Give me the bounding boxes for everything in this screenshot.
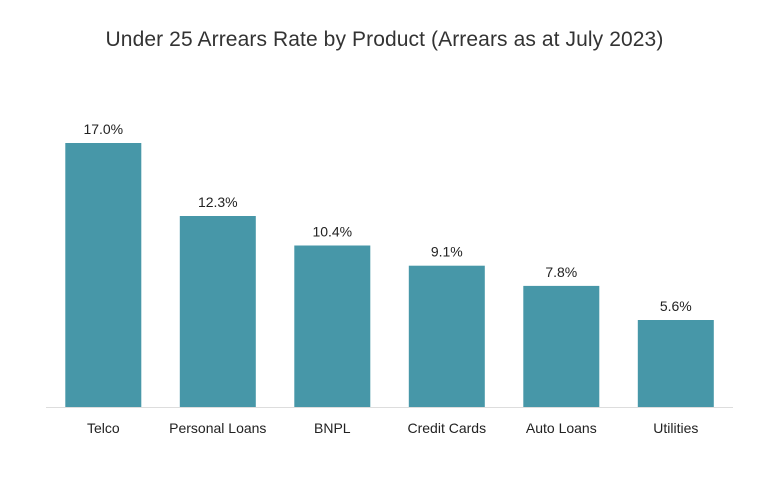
bar-utilities xyxy=(637,320,714,407)
x-tick-label-bnpl: BNPL xyxy=(314,420,351,436)
x-tick-label-utilities: Utilities xyxy=(653,420,698,436)
bar-personal-loans xyxy=(179,216,256,407)
x-tick-label-personal-loans: Personal Loans xyxy=(169,420,266,436)
x-tick-label-auto-loans: Auto Loans xyxy=(526,420,597,436)
data-labels-group: 17.0% 12.3% 10.4% 9.1% 7.8% 5.6% xyxy=(83,121,691,314)
bar-bnpl xyxy=(294,245,371,407)
data-label-utilities: 5.6% xyxy=(660,298,692,314)
bars-group xyxy=(65,143,714,407)
x-tick-labels-group: Telco Personal Loans BNPL Credit Cards Auto … xyxy=(87,420,698,436)
bar-credit-cards xyxy=(408,265,485,407)
bar-telco xyxy=(65,143,142,407)
bar-auto-loans xyxy=(523,285,600,407)
chart-title: Under 25 Arrears Rate by Product (Arrear… xyxy=(105,28,664,51)
data-label-auto-loans: 7.8% xyxy=(545,264,577,280)
data-label-personal-loans: 12.3% xyxy=(198,194,238,210)
data-label-bnpl: 10.4% xyxy=(312,224,352,240)
x-tick-label-telco: Telco xyxy=(87,420,120,436)
data-label-telco: 17.0% xyxy=(83,121,123,137)
x-tick-label-credit-cards: Credit Cards xyxy=(408,420,487,436)
data-label-credit-cards: 9.1% xyxy=(431,244,463,260)
